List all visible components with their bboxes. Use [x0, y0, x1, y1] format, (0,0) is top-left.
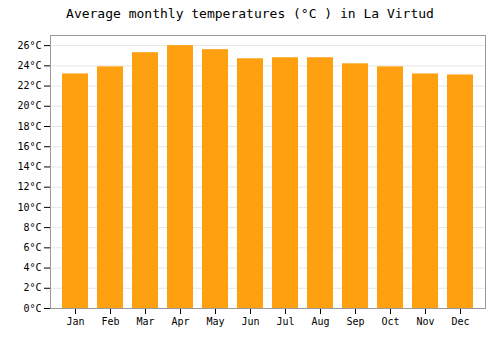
svg-text:Dec: Dec: [451, 316, 469, 327]
svg-text:26°C: 26°C: [17, 40, 41, 51]
svg-text:20°C: 20°C: [17, 100, 41, 111]
svg-text:Feb: Feb: [101, 316, 119, 327]
svg-text:18°C: 18°C: [17, 121, 41, 132]
svg-text:Apr: Apr: [171, 316, 189, 327]
svg-text:0°C: 0°C: [23, 303, 41, 314]
svg-text:22°C: 22°C: [17, 80, 41, 91]
svg-text:May: May: [206, 316, 224, 327]
svg-text:Nov: Nov: [416, 316, 434, 327]
html-text:Average monthly temperatures (: Average monthly temperatures (°C ) in La…: [66, 6, 434, 21]
svg-text:Jul: Jul: [276, 316, 294, 327]
svg-text:Oct: Oct: [381, 316, 399, 327]
svg-text:6°C: 6°C: [23, 242, 41, 253]
svg-text:4°C: 4°C: [23, 262, 41, 273]
svg-text:8°C: 8°C: [23, 222, 41, 233]
svg-text:12°C: 12°C: [17, 181, 41, 192]
svg-text:Jan: Jan: [66, 316, 84, 327]
svg-text:14°C: 14°C: [17, 161, 41, 172]
svg-text:Mar: Mar: [136, 316, 154, 327]
svg-text:Sep: Sep: [346, 316, 364, 327]
svg-text:16°C: 16°C: [17, 141, 41, 152]
svg-text:2°C: 2°C: [23, 282, 41, 293]
svg-text:24°C: 24°C: [17, 60, 41, 71]
svg-text:10°C: 10°C: [17, 202, 41, 213]
svg-text:Aug: Aug: [311, 316, 329, 327]
svg-text:Jun: Jun: [241, 316, 259, 327]
